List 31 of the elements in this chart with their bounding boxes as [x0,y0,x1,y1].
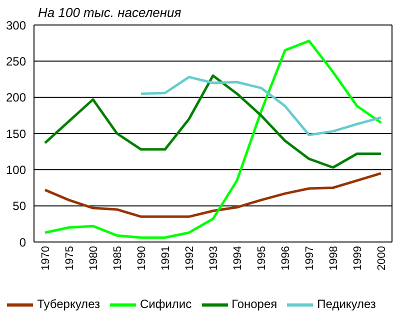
x-tick-label: 1990 [136,246,148,270]
x-tick-label: 1995 [256,246,268,270]
y-tick-label: 150 [6,126,26,141]
x-tick-label: 1992 [184,246,196,270]
legend-label: Туберкулез [37,297,100,312]
legend-label: Педикулез [317,297,376,312]
legend-label: Гонорея [232,297,278,312]
x-tick-label: 1991 [160,246,172,270]
x-tick-label: 1994 [232,246,244,270]
x-tick-label: 1996 [280,246,292,270]
x-tick-label: 1997 [304,246,316,270]
legend-label: Сифилис [140,297,192,312]
x-tick-label: 1999 [352,246,364,270]
y-tick-label: 0 [19,235,26,250]
x-tick-label: 1985 [112,246,124,270]
y-tick-label: 300 [6,18,26,32]
line-series [44,172,382,218]
x-tick-label: 1980 [88,246,100,270]
x-tick-label: 1993 [208,246,220,270]
x-tick-label: 2000 [376,246,388,270]
x-tick-label: 1970 [40,246,52,270]
chart-title: На 100 тыс. населения [38,5,182,20]
x-tick-label: 1975 [64,246,76,270]
y-tick-label: 50 [12,199,26,214]
line-series [44,74,382,169]
y-tick-label: 200 [6,90,26,105]
line-series [140,76,382,136]
y-tick-label: 100 [6,162,26,177]
line-series [44,40,382,239]
x-tick-label: 1998 [328,246,340,270]
y-tick-label: 250 [6,54,26,68]
